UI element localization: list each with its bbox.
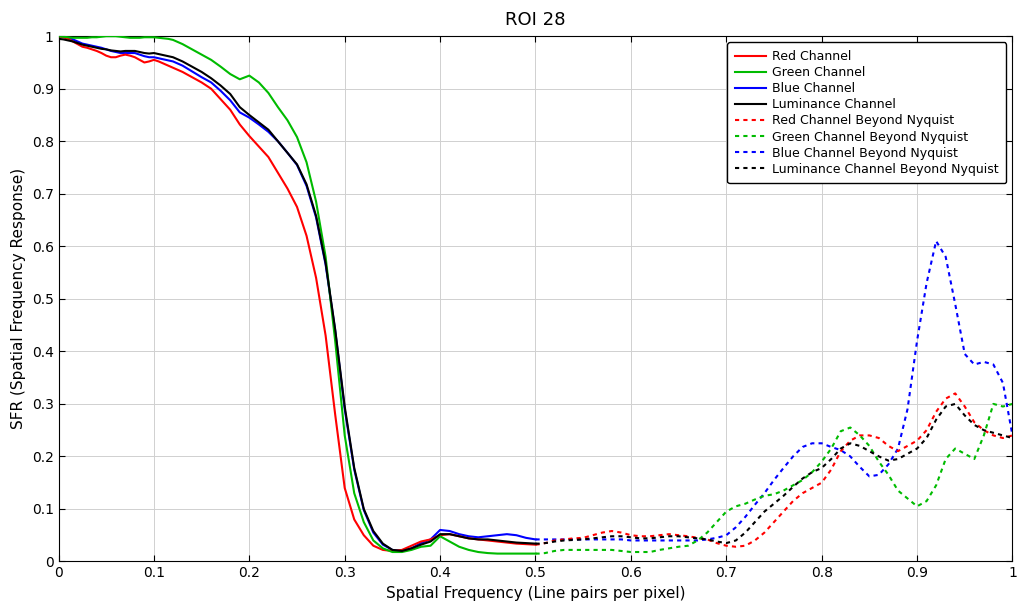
Green Channel [348,490,361,497]
Luminance Channel [52,35,65,42]
Green Channel [529,550,542,558]
Blue Channel Beyond Nyquist [1006,431,1019,439]
Title: ROI 28: ROI 28 [505,11,565,29]
Luminance Channel [215,82,227,89]
Blue Channel Beyond Nyquist [844,453,856,460]
Red Channel Beyond Nyquist [529,541,542,548]
X-axis label: Spatial Frequency (Line pairs per pixel): Spatial Frequency (Line pairs per pixel) [386,586,686,601]
Luminance Channel [529,540,542,547]
Red Channel Beyond Nyquist [902,442,914,450]
Green Channel Beyond Nyquist [1006,400,1019,408]
Line: Green Channel: Green Channel [59,36,536,554]
Line: Luminance Channel Beyond Nyquist: Luminance Channel Beyond Nyquist [536,404,1013,543]
Red Channel [387,547,399,554]
Blue Channel [233,109,246,116]
Green Channel [233,76,246,83]
Red Channel Beyond Nyquist [844,437,856,444]
Luminance Channel Beyond Nyquist [797,475,809,482]
Luminance Channel [233,103,246,111]
Green Channel Beyond Nyquist [806,469,818,476]
Blue Channel [348,466,361,473]
Blue Channel Beyond Nyquist [902,406,914,413]
Green Channel Beyond Nyquist [949,445,961,452]
Green Channel [520,550,533,558]
Blue Channel [396,547,408,554]
Luminance Channel Beyond Nyquist [949,400,961,408]
Green Channel Beyond Nyquist [644,548,656,556]
Green Channel Beyond Nyquist [797,476,809,483]
Line: Green Channel Beyond Nyquist: Green Channel Beyond Nyquist [536,404,1013,554]
Blue Channel Beyond Nyquist [654,537,666,544]
Green Channel Beyond Nyquist [987,400,999,408]
Line: Luminance Channel: Luminance Channel [59,39,536,551]
Blue Channel Beyond Nyquist [529,536,542,543]
Luminance Channel [134,48,146,56]
Luminance Channel [396,547,408,554]
Blue Channel Beyond Nyquist [625,537,637,544]
Luminance Channel Beyond Nyquist [825,455,838,463]
Blue Channel Beyond Nyquist [835,446,847,453]
Red Channel Beyond Nyquist [806,484,818,491]
Blue Channel Beyond Nyquist [815,439,828,447]
Blue Channel Beyond Nyquist [806,439,818,447]
Blue Channel [52,32,65,40]
Luminance Channel Beyond Nyquist [958,412,970,419]
Red Channel [233,121,246,128]
Blue Channel [143,54,155,61]
Luminance Channel Beyond Nyquist [1006,435,1019,442]
Y-axis label: SFR (Spatial Frequency Response): SFR (Spatial Frequency Response) [11,168,26,430]
Blue Channel Beyond Nyquist [930,237,943,245]
Green Channel Beyond Nyquist [892,487,905,494]
Red Channel [134,56,146,64]
Red Channel Beyond Nyquist [815,479,828,487]
Luminance Channel Beyond Nyquist [529,540,542,547]
Blue Channel [215,87,227,94]
Line: Red Channel Beyond Nyquist: Red Channel Beyond Nyquist [536,394,1013,547]
Green Channel [134,34,146,42]
Blue Channel [529,536,542,543]
Red Channel Beyond Nyquist [1006,431,1019,439]
Line: Red Channel: Red Channel [59,36,536,551]
Luminance Channel [143,50,155,58]
Luminance Channel [348,465,361,472]
Line: Blue Channel Beyond Nyquist: Blue Channel Beyond Nyquist [536,241,1013,540]
Green Channel [143,34,155,41]
Green Channel Beyond Nyquist [825,445,838,452]
Green Channel [215,63,227,70]
Luminance Channel Beyond Nyquist [644,535,656,542]
Red Channel Beyond Nyquist [730,543,742,550]
Blue Channel [134,51,146,58]
Red Channel Beyond Nyquist [644,532,656,540]
Red Channel Beyond Nyquist [949,390,961,397]
Blue Channel [520,534,533,542]
Red Channel [143,58,155,65]
Red Channel [215,95,227,103]
Green Channel [491,550,504,558]
Red Channel [348,516,361,523]
Legend: Red Channel, Green Channel, Blue Channel, Luminance Channel, Red Channel Beyond : Red Channel, Green Channel, Blue Channel… [727,42,1006,184]
Red Channel Beyond Nyquist [835,447,847,455]
Luminance Channel [520,539,533,547]
Red Channel [520,540,533,548]
Luminance Channel Beyond Nyquist [892,455,905,463]
Green Channel Beyond Nyquist [529,550,542,558]
Luminance Channel Beyond Nyquist [806,469,818,476]
Red Channel [529,541,542,548]
Line: Blue Channel: Blue Channel [59,36,536,551]
Red Channel [52,32,65,40]
Green Channel [52,32,65,40]
